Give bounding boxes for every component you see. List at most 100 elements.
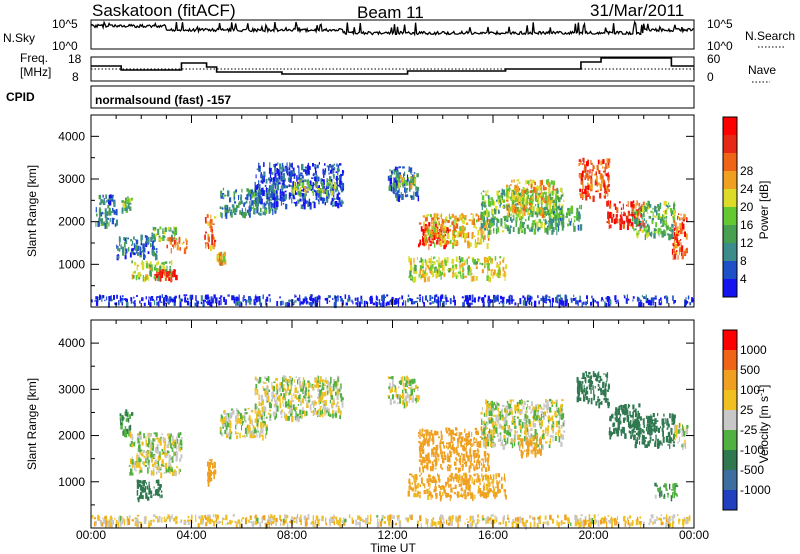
scatter-cell	[158, 437, 161, 443]
scatter-cell	[524, 189, 527, 194]
scatter-cell	[124, 245, 126, 251]
scatter-cell	[671, 210, 674, 215]
scatter-cell	[127, 202, 130, 209]
scatter-cell	[508, 185, 511, 190]
scatter-cell	[139, 467, 142, 471]
scatter-cell	[156, 271, 158, 276]
scatter-cell	[502, 296, 505, 299]
scatter-cell	[304, 170, 307, 174]
scatter-cell	[437, 473, 438, 477]
scatter-cell	[492, 217, 495, 224]
scatter-cell	[539, 194, 542, 199]
scatter-cell	[462, 273, 465, 280]
scatter-cell	[271, 203, 274, 207]
scatter-cell	[303, 300, 305, 304]
scatter-cell	[289, 377, 292, 381]
scatter-cell	[441, 467, 444, 470]
scatter-cell	[411, 275, 413, 282]
scatter-cell	[473, 217, 475, 224]
scatter-cell	[322, 383, 325, 386]
scatter-cell	[503, 473, 505, 479]
scatter-cell	[260, 174, 263, 179]
scatter-cell	[419, 436, 421, 439]
scatter-cell	[514, 188, 518, 195]
scatter-cell	[434, 479, 437, 482]
scatter-cell	[424, 234, 427, 238]
scatter-cell	[213, 469, 217, 475]
nave-label: Nave	[748, 63, 776, 77]
scatter-cell	[299, 188, 302, 192]
scatter-cell	[521, 195, 525, 200]
scatter-cell	[313, 299, 315, 301]
scatter-cell	[306, 403, 309, 408]
scatter-cell	[399, 380, 403, 385]
scatter-cell	[266, 188, 269, 194]
scatter-cell	[405, 395, 408, 402]
scatter-cell	[495, 296, 498, 301]
scatter-cell	[431, 217, 435, 221]
scatter-cell	[269, 298, 271, 303]
scatter-cell	[495, 228, 498, 235]
scatter-cell	[549, 209, 552, 214]
scatter-cell	[615, 218, 618, 224]
scatter-cell	[508, 295, 511, 302]
scatter-cell	[670, 234, 673, 240]
scatter-cell	[547, 213, 550, 216]
scatter-cell	[432, 224, 435, 229]
scatter-cell	[620, 211, 622, 216]
scatter-cell	[282, 194, 284, 198]
scatter-cell	[478, 242, 481, 245]
scatter-cell	[465, 433, 467, 437]
scatter-cell	[585, 166, 587, 173]
site-title: Saskatoon (fitACF)	[92, 1, 236, 20]
scatter-cell	[517, 211, 519, 215]
scatter-cell	[387, 395, 390, 397]
scatter-cell	[314, 184, 316, 188]
scatter-cell	[331, 165, 333, 171]
scatter-cell	[249, 194, 252, 201]
scatter-cell	[356, 302, 359, 308]
scatter-cell	[507, 204, 510, 208]
scatter-cell	[275, 201, 279, 208]
scatter-cell	[423, 221, 425, 228]
nsearch-label: N.Search	[745, 29, 795, 43]
scatter-cell	[145, 486, 147, 489]
scatter-cell	[476, 473, 479, 475]
scatter-cell	[606, 200, 608, 207]
scatter-cell	[276, 388, 279, 395]
scatter-cell	[133, 442, 136, 447]
scatter-cell	[154, 264, 157, 271]
scatter-cell	[242, 435, 245, 438]
scatter-cell	[163, 269, 166, 276]
scatter-cell	[172, 244, 174, 247]
scatter-cell	[183, 248, 186, 255]
scatter-cell	[440, 294, 444, 299]
scatter-cell	[328, 172, 330, 175]
scatter-cell	[389, 178, 392, 185]
scatter-cell	[197, 302, 199, 307]
scatter-cell	[474, 297, 476, 303]
scatter-cell	[208, 299, 211, 303]
scatter-cell	[553, 203, 556, 207]
scatter-cell	[339, 175, 342, 179]
scatter-cell	[479, 436, 482, 438]
scatter-cell	[402, 166, 405, 169]
scatter-cell	[325, 380, 328, 384]
scatter-cell	[476, 431, 479, 436]
scatter-cell	[295, 188, 298, 191]
scatter-cell	[462, 453, 465, 461]
scatter-cell	[409, 257, 412, 262]
scatter-cell	[238, 411, 240, 414]
scatter-cell	[500, 300, 503, 303]
scatter-cell	[444, 220, 446, 224]
scatter-cell	[442, 301, 445, 307]
scatter-cell	[148, 485, 151, 492]
scatter-cell	[288, 196, 291, 200]
scatter-cell	[303, 169, 306, 172]
scatter-cell	[165, 269, 167, 273]
scatter-cell	[334, 381, 337, 388]
scatter-cell	[371, 301, 374, 304]
scatter-cell	[411, 482, 414, 485]
scatter-cell	[438, 262, 441, 268]
scatter-cell	[289, 375, 291, 378]
